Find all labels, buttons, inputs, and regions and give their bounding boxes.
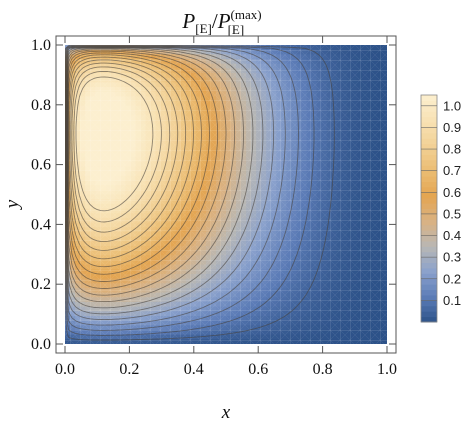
colorbar-label: 1.0: [443, 98, 461, 113]
title-sub-1: [E]: [195, 21, 212, 36]
colorbar-segment: [421, 203, 437, 209]
colorbar-label: 0.7: [443, 163, 461, 178]
colorbar-segment: [421, 138, 437, 145]
y-axis-label: y: [2, 199, 23, 210]
colorbar-label: 0.5: [443, 206, 461, 221]
contour-line: [71, 66, 171, 233]
y-tick-label: 1.0: [31, 37, 51, 54]
y-axis: 0.0 0.2 0.4 0.6 0.8 1.0: [31, 37, 396, 353]
colorbar-segment: [421, 165, 437, 172]
colorbar-segment: [421, 105, 437, 112]
colorbar-segment: [421, 251, 437, 258]
colorbar-label: 0.4: [443, 228, 461, 243]
colorbar-segment: [421, 122, 437, 128]
contour-line: [68, 59, 187, 251]
colorbar-segment: [421, 111, 437, 118]
contour-lines: [65, 45, 335, 341]
x-tick-label: 1.0: [377, 361, 397, 378]
colorbar-segment: [421, 170, 437, 177]
x-tick-label: 0.6: [248, 361, 268, 378]
contour-line: [68, 56, 194, 260]
colorbar-segment: [421, 95, 437, 101]
colorbar-segment: [421, 273, 437, 280]
contour-line: [70, 62, 179, 243]
colorbar-segment: [421, 100, 437, 107]
colorbar: 1.0 0.9 0.8 0.7 0.6 0.5 0.4 0.3 0.2 0.1: [420, 94, 461, 323]
colorbar-label: 0.6: [443, 185, 461, 200]
colorbar-segment: [421, 300, 437, 307]
colorbar-segment: [421, 230, 437, 237]
x-axis-label: x: [221, 402, 231, 423]
contour-line: [75, 76, 154, 212]
plot-frame: [55, 35, 397, 354]
colorbar-label: 0.8: [443, 142, 461, 157]
title-p-1: P: [181, 9, 195, 33]
colorbar-segment: [421, 132, 437, 139]
y-tick-label: 0.4: [31, 216, 51, 233]
colorbar-label: 0.9: [443, 120, 461, 135]
y-tick-label: 0.6: [31, 157, 51, 174]
title-p-2: P: [217, 9, 231, 33]
colorbar-segment: [421, 311, 437, 318]
contour-line: [73, 70, 162, 223]
colorbar-segment: [421, 116, 437, 123]
y-tick-label: 0.0: [31, 336, 51, 353]
colorbar-segment: [421, 294, 437, 301]
colorbar-segment: [421, 262, 437, 269]
colorbar-label: 0.2: [443, 271, 461, 286]
colorbar-segment: [421, 192, 437, 199]
colorbar-segment: [421, 143, 437, 150]
y-tick-label: 0.2: [31, 276, 51, 293]
colorbar-segment: [421, 235, 437, 242]
x-tick-label: 0.4: [184, 361, 204, 378]
title-sub-2: [E]: [228, 22, 245, 37]
colorbar-label: 0.1: [443, 293, 461, 308]
colorbar-segment: [421, 246, 437, 253]
colorbar-segment: [421, 159, 437, 166]
x-tick-label: 0.8: [313, 361, 333, 378]
colorbar-segment: [421, 208, 437, 215]
colorbar-segment: [421, 240, 437, 247]
colorbar-segment: [421, 154, 437, 161]
colorbar-segment: [421, 181, 437, 188]
colorbar-segment: [421, 278, 437, 285]
colorbar-segment: [421, 289, 437, 296]
colorbar-segment: [421, 257, 437, 264]
title-sup-2: (max): [231, 7, 262, 22]
colorbar-segment: [421, 219, 437, 226]
colorbar-frame: [420, 94, 438, 323]
colorbar-label: 0.3: [443, 250, 461, 265]
y-tick-label: 0.8: [31, 97, 51, 114]
colorbar-segment: [421, 176, 437, 182]
colorbar-segment: [421, 186, 437, 193]
colorbar-segment: [421, 305, 437, 312]
title-slash: /: [212, 9, 218, 33]
colorbar-segment: [421, 224, 437, 231]
colorbar-segment: [421, 284, 437, 291]
chart-title: P[E]/P(max) [E]: [181, 7, 261, 37]
x-tick-label: 0.2: [119, 361, 139, 378]
x-tick-label: 0.0: [55, 361, 75, 378]
colorbar-segment: [421, 197, 437, 204]
colorbar-segment: [421, 316, 437, 323]
colorbar-segment: [421, 213, 437, 220]
colorbar-segment: [421, 149, 437, 155]
x-axis: 0.0 0.2 0.4 0.6 0.8 1.0: [55, 36, 397, 378]
colorbar-segment: [421, 127, 437, 134]
colorbar-segment: [421, 267, 437, 274]
